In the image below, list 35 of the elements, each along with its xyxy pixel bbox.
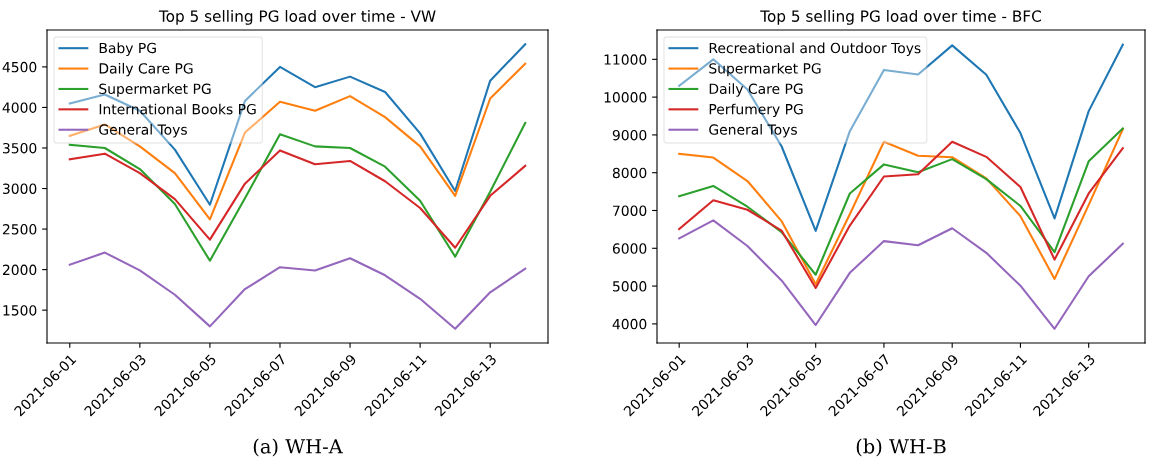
y-tick-label: 4000	[612, 318, 647, 330]
legend-label: Recreational and Outdoor Toys	[709, 42, 921, 56]
legend-label: Daily Care PG	[99, 62, 193, 77]
y-tick-label: 4000	[2, 102, 37, 113]
line-series	[68, 149, 527, 249]
line-series	[678, 43, 1124, 232]
y-tick-label: 4500	[2, 61, 37, 73]
legend-label: Baby PG	[99, 42, 156, 56]
line-series	[68, 62, 527, 221]
y-tick-label: 2500	[2, 224, 37, 235]
y-tick-label: 3000	[2, 183, 37, 194]
chart-title: Top 5 selling PG load over time - BFC	[760, 10, 1041, 25]
text: (b) WH-B	[856, 438, 946, 457]
y-tick-label: 2000	[2, 264, 37, 276]
legend-label: Supermarket PG	[709, 62, 821, 77]
chart-title: Top 5 selling PG load over time - VW	[158, 10, 436, 25]
y-tick-label: 8000	[612, 167, 647, 179]
y-tick-label: 3500	[2, 142, 37, 154]
line-series	[68, 43, 527, 206]
y-tick-label: 6000	[612, 243, 647, 254]
legend-label: General Toys	[709, 124, 797, 138]
y-tick-label: 11000	[604, 54, 647, 65]
line-series	[68, 251, 527, 330]
legend-label: Supermarket PG	[99, 83, 211, 97]
line-series	[68, 121, 527, 262]
line-series	[678, 219, 1124, 330]
legend-label: International Books PG	[99, 103, 256, 115]
legend-label: Daily Care PG	[709, 83, 803, 97]
legend-label: Perfumery PG	[709, 103, 803, 118]
y-tick-label: 9000	[612, 129, 647, 141]
y-tick-label: 5000	[613, 281, 647, 292]
text: (a) WH-A	[253, 438, 343, 457]
y-tick-label: 7000	[613, 205, 647, 216]
y-tick-label: 10000	[604, 92, 647, 103]
y-tick-label: 1500	[3, 305, 37, 316]
